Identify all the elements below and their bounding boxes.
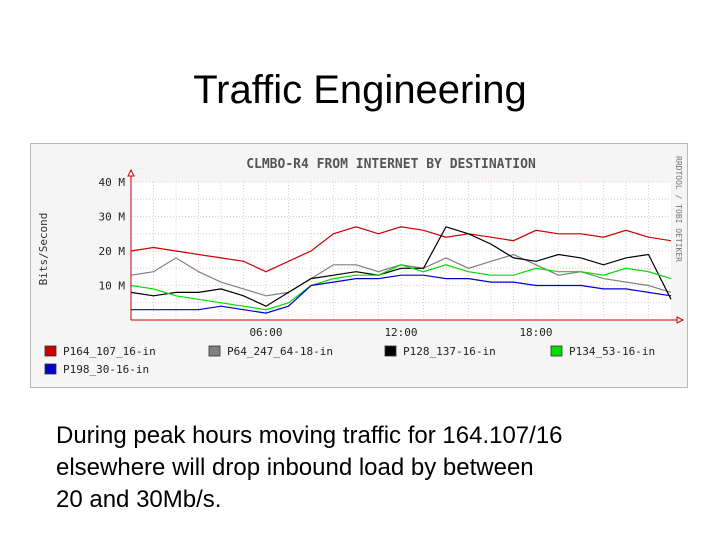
x-tick-label: 18:00 [519, 326, 552, 339]
mrtg-graph: CLMBO-R4 FROM INTERNET BY DESTINATION Bi… [30, 143, 688, 388]
legend-label: P164_107_16-in [63, 345, 156, 358]
grid [131, 181, 671, 320]
chart-title: CLMBO-R4 FROM INTERNET BY DESTINATION [246, 157, 536, 172]
caption-line: 20 and 30Mb/s. [56, 486, 222, 513]
caption-line: elsewhere will drop inbound load by betw… [56, 454, 534, 481]
legend-swatch [44, 363, 57, 375]
series-line-P134_53-16-in [130, 264, 672, 311]
traffic-chart: CLMBO-R4 FROM INTERNET BY DESTINATION Bi… [37, 156, 685, 376]
y-tick-label: 10 M [99, 280, 126, 293]
legend-swatch [208, 345, 221, 357]
legend-swatch [384, 345, 397, 357]
legend-swatch [550, 345, 563, 357]
legend-swatch [44, 345, 57, 357]
x-axis-arrow [676, 316, 685, 324]
x-ticks: 06:00 12:00 18:00 [249, 326, 552, 339]
caption-text: During peak hours moving traffic for 164… [56, 420, 676, 516]
legend-label: P128_137-16-in [403, 345, 496, 358]
legend-label: P64_247_64-18-in [227, 345, 333, 358]
caption-line: During peak hours moving traffic for 164… [56, 422, 563, 449]
legend-label: P198_30-16-in [63, 363, 149, 376]
y-ticks: 10 M 20 M 30 M 40 M [99, 176, 126, 293]
legend: P164_107_16-in P64_247_64-18-in P128_137-1… [44, 345, 655, 376]
x-tick-label: 12:00 [384, 326, 417, 339]
y-tick-label: 40 M [99, 176, 126, 189]
y-axis-label: Bits/Second [37, 213, 50, 286]
axes [127, 168, 685, 324]
y-axis-arrow [127, 168, 135, 177]
series-line-P198_30-16-in [131, 274, 672, 314]
rrdtool-credit: RRDTOOL / TOBI OETIKER [674, 156, 683, 262]
y-tick-label: 20 M [99, 245, 126, 258]
legend-label: P134_53-16-in [569, 345, 655, 358]
slide-title: Traffic Engineering [193, 68, 527, 112]
x-tick-label: 06:00 [249, 326, 282, 339]
series-line-P164_107_16-in [130, 226, 672, 273]
y-tick-label: 30 M [99, 211, 126, 224]
series-lines [130, 226, 672, 314]
series-line-P128_137-16-in [130, 226, 672, 307]
